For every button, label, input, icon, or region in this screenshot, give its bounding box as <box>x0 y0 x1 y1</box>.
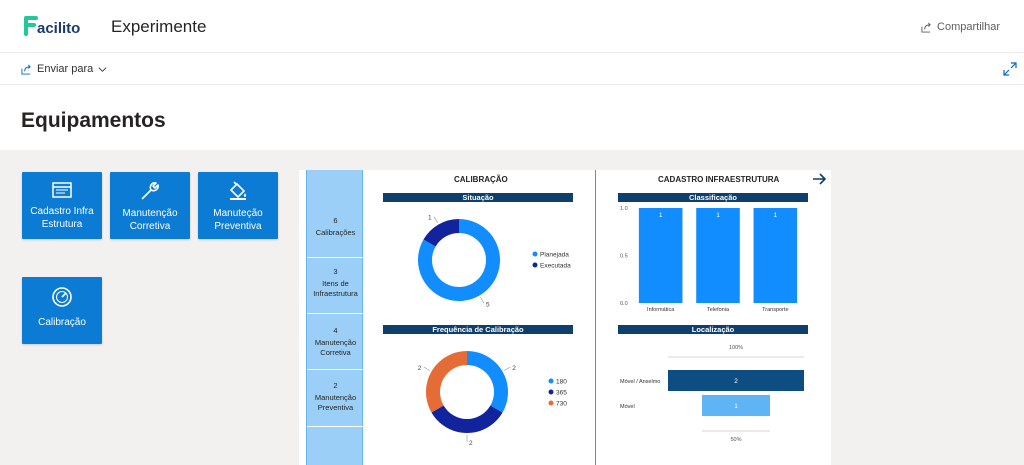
kpi-value: 2 <box>333 381 338 390</box>
kpi-divider <box>307 426 364 427</box>
infrastructure-section-title: CADASTRO INFRAESTRUTURA <box>658 175 780 184</box>
classificacao-header: Classificação <box>618 193 808 202</box>
x-tick-label: Informática <box>647 307 675 313</box>
y-tick-label: 0.0 <box>620 301 628 307</box>
kpi-label: Calibrações <box>315 228 356 237</box>
top-bar: acilito Experimente Compartilhar <box>0 0 1024 53</box>
slice-value-label: 2 <box>418 365 422 372</box>
slice-leader-line <box>480 297 485 304</box>
legend-marker <box>548 378 554 384</box>
calibracao-button[interactable]: Calibração <box>22 277 102 344</box>
legend-marker <box>532 251 538 257</box>
bar <box>696 208 740 303</box>
localizacao-funnel-chart[interactable]: 100% 2 Móvel / Anselmo 1 Móvel 50% <box>618 335 808 450</box>
slice-leader-line <box>504 366 511 371</box>
funnel-bar <box>702 395 770 416</box>
cadastro-infra-button[interactable]: Cadastro Infra Estrutura <box>22 172 102 239</box>
share-icon <box>21 64 31 75</box>
funnel-bottom-label: 50% <box>730 437 741 443</box>
send-to-label: Enviar para <box>37 63 94 75</box>
frequencia-header: Frequência de Calibração <box>383 325 573 334</box>
share-icon <box>921 22 931 33</box>
facilito-logo[interactable]: acilito <box>22 14 96 38</box>
kpi-divider <box>307 313 364 314</box>
section-divider <box>595 170 596 465</box>
paint-bucket-icon <box>229 181 247 200</box>
infrastructure-icon <box>52 182 72 198</box>
nav-button-label: Manuteção Preventiva <box>213 208 263 232</box>
nav-button-label: Cadastro Infra Estrutura <box>30 206 94 230</box>
legend-label: 730 <box>556 401 567 408</box>
slice-value-label: 1 <box>428 215 432 222</box>
frequencia-donut-chart[interactable]: 2 2 2 180 365 730 <box>383 335 573 450</box>
donut-slice <box>467 351 508 413</box>
legend-marker <box>548 389 554 395</box>
kpi-label: Itens de Infraestrutura <box>313 279 358 298</box>
legend-label: 365 <box>556 390 567 397</box>
donut-slice <box>418 219 500 301</box>
funnel-bar <box>668 370 804 391</box>
nav-button-label: Calibração <box>38 317 86 328</box>
calibration-section-title: CALIBRAÇÃO <box>454 175 508 184</box>
kpi-label: Manutenção Preventiva <box>314 393 357 412</box>
wrench-icon <box>141 182 159 200</box>
funnel-value-label: 2 <box>734 378 738 385</box>
page-title: Equipamentos <box>21 109 166 132</box>
kpi-value: 6 <box>333 216 338 225</box>
manutencao-corretiva-button[interactable]: Manutenção Corretiva <box>110 172 190 239</box>
slice-value-label: 2 <box>469 440 473 447</box>
legend-marker <box>548 400 554 406</box>
bar-value-label: 1 <box>774 212 778 219</box>
funnel-category-label: Móvel / Anselmo <box>620 379 660 385</box>
bar-value-label: 1 <box>716 212 720 219</box>
legend-label: Executada <box>540 263 571 270</box>
kpi-card: 3 Itens de Infraestrutura <box>307 267 364 299</box>
localizacao-header: Localização <box>618 325 808 334</box>
legend-label: 180 <box>556 379 567 386</box>
slice-value-label: 2 <box>512 365 516 372</box>
kpi-card: 4 Manutenção Corretiva <box>307 326 364 358</box>
classificacao-bar-chart[interactable]: 1.0 0.5 0.0 1 Informática 1 Telefonia 1 Transpor… <box>618 203 808 318</box>
situacao-header: Situação <box>383 193 573 202</box>
gauge-icon <box>52 287 72 307</box>
kpi-divider <box>307 369 364 370</box>
x-tick-label: Transporte <box>762 307 788 313</box>
funnel-category-label: Móvel <box>620 404 635 410</box>
nav-button-label: Manutenção Corretiva <box>122 208 178 232</box>
arrow-right-icon[interactable] <box>811 171 827 187</box>
legend-marker <box>532 262 538 268</box>
funnel-value-label: 1 <box>734 403 738 410</box>
donut-slice <box>431 405 503 433</box>
app-title: Experimente <box>111 17 207 36</box>
legend-label: Planejada <box>540 252 569 259</box>
svg-text:acilito: acilito <box>37 20 80 37</box>
y-tick-label: 0.5 <box>620 254 628 260</box>
y-tick-label: 1.0 <box>620 206 628 212</box>
x-tick-label: Telefonia <box>707 307 730 313</box>
send-to-button[interactable]: Enviar para <box>21 63 107 75</box>
bar <box>753 208 798 303</box>
kpi-card: 6 Calibrações <box>307 216 364 238</box>
kpi-value: 3 <box>333 267 338 276</box>
slice-leader-line <box>433 216 438 223</box>
slice-value-label: 5 <box>486 301 490 308</box>
share-label: Compartilhar <box>937 21 1000 33</box>
situacao-donut-chart[interactable]: 5 1 Planejada Executada <box>383 203 573 318</box>
donut-slice <box>426 351 467 413</box>
funnel-top-label: 100% <box>729 345 743 351</box>
kpi-column: 6 Calibrações 3 Itens de Infraestrutura … <box>306 170 364 465</box>
bar <box>638 208 683 303</box>
expand-icon[interactable] <box>1003 62 1017 76</box>
action-bar: Enviar para <box>0 54 1024 85</box>
share-button[interactable]: Compartilhar <box>921 21 1000 33</box>
kpi-value: 4 <box>333 326 338 335</box>
donut-slice <box>423 219 459 247</box>
slice-leader-line <box>423 366 430 371</box>
manutencao-preventiva-button[interactable]: Manuteção Preventiva <box>198 172 278 239</box>
kpi-divider <box>307 257 364 258</box>
kpi-label: Manutenção Corretiva <box>314 338 357 357</box>
chevron-down-icon <box>98 66 107 72</box>
kpi-card: 2 Manutenção Preventiva <box>307 381 364 413</box>
bar-value-label: 1 <box>659 212 663 219</box>
